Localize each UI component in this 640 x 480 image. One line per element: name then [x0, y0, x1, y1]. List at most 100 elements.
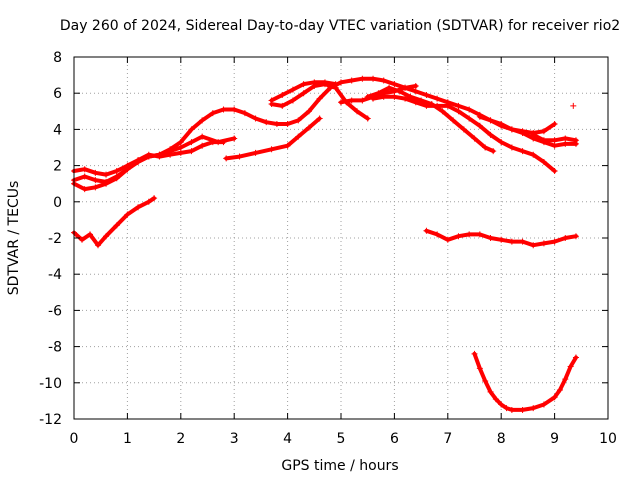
- series-arc-7: [268, 79, 339, 104]
- x-tick-label: 1: [123, 431, 132, 447]
- x-tick-labels: 0 1 2 3 4 5 6 7 8 9 10: [70, 431, 617, 447]
- data-point: [476, 231, 483, 238]
- y-tick-label: -6: [48, 303, 62, 319]
- data-point: [364, 93, 371, 100]
- y-tick-label: 6: [53, 86, 62, 102]
- data-point: [391, 93, 398, 100]
- y-tick-label: -4: [48, 267, 62, 283]
- data-point: [508, 238, 515, 245]
- data-point: [177, 149, 184, 156]
- series-arc-15: [570, 102, 577, 109]
- data-point: [391, 81, 398, 88]
- data-point: [551, 142, 558, 149]
- data-point: [540, 401, 547, 408]
- data-point: [124, 166, 131, 173]
- data-point: [476, 122, 483, 129]
- x-tick-label: 3: [230, 431, 239, 447]
- x-tick-label: 7: [443, 431, 452, 447]
- data-point: [482, 377, 489, 384]
- chart-title: Day 260 of 2024, Sidereal Day-to-day VTE…: [60, 18, 620, 34]
- data-point: [223, 155, 230, 162]
- data-point: [508, 406, 515, 413]
- data-point: [530, 151, 537, 158]
- x-tick-label: 9: [550, 431, 559, 447]
- data-point: [231, 106, 238, 113]
- data-point: [487, 235, 494, 241]
- data-point: [268, 146, 275, 153]
- series-arc-3: [71, 139, 227, 185]
- data-point: [466, 106, 473, 113]
- data-point: [570, 102, 577, 109]
- data-point: [540, 240, 547, 247]
- data-point: [268, 97, 275, 104]
- data-point: [188, 139, 195, 146]
- data-point: [439, 108, 446, 115]
- data-point: [348, 97, 355, 104]
- data-point: [103, 178, 110, 185]
- data-point: [156, 153, 163, 160]
- data-point: [498, 139, 505, 146]
- data-point: [562, 140, 569, 147]
- series-arc-14: [471, 350, 579, 413]
- data-point: [455, 108, 462, 115]
- data-point: [113, 173, 120, 180]
- data-point: [508, 126, 515, 133]
- data-point: [79, 236, 86, 243]
- data-point: [289, 86, 296, 93]
- x-tick-label: 6: [390, 431, 399, 447]
- data-point: [284, 120, 291, 127]
- data-point: [151, 195, 158, 202]
- data-point: [300, 90, 307, 97]
- data-point: [551, 168, 558, 175]
- data-point: [572, 354, 579, 361]
- data-point: [81, 173, 88, 180]
- data-point: [305, 108, 312, 115]
- x-tick-label: 2: [176, 431, 185, 447]
- y-tick-label: -2: [48, 231, 62, 247]
- data-point: [370, 95, 377, 102]
- data-point: [359, 97, 366, 104]
- data-point: [530, 242, 537, 249]
- data-point: [540, 158, 547, 165]
- data-point: [177, 139, 184, 146]
- data-point: [236, 153, 243, 160]
- data-point: [81, 186, 88, 193]
- data-point: [311, 79, 318, 86]
- y-axis-title: SDTVAR / TECUs: [6, 181, 22, 296]
- grid: [74, 57, 608, 419]
- data-point: [380, 77, 387, 84]
- data-point: [87, 231, 94, 238]
- data-point: [503, 405, 510, 412]
- data-point: [540, 128, 547, 135]
- data-point: [370, 75, 377, 82]
- data-point: [460, 126, 467, 133]
- data-point: [455, 233, 462, 240]
- data-point: [92, 184, 99, 191]
- x-axis-title: GPS time / hours: [281, 458, 398, 474]
- data-point: [402, 84, 409, 91]
- data-point: [321, 79, 328, 86]
- data-point: [423, 92, 430, 99]
- y-tick-labels: -12 -10 -8 -6 -4 -2 0 2 4 6 8: [39, 50, 62, 428]
- data-point: [199, 133, 206, 140]
- data-point: [220, 139, 227, 146]
- x-tick-label: 10: [599, 431, 617, 447]
- data-point: [103, 171, 110, 178]
- data-point: [167, 146, 174, 153]
- data-point: [252, 115, 259, 122]
- data-point: [289, 97, 296, 104]
- series-line: [72, 140, 226, 184]
- data-point: [498, 236, 505, 243]
- data-point: [551, 137, 558, 144]
- data-point: [572, 233, 579, 240]
- data-point: [498, 401, 505, 408]
- data-point: [476, 365, 483, 372]
- data-point: [412, 82, 419, 89]
- data-point: [519, 148, 526, 155]
- data-point: [300, 81, 307, 88]
- data-point: [348, 77, 355, 84]
- series-line: [224, 116, 322, 161]
- data-point: [423, 227, 430, 234]
- data-point: [241, 110, 248, 117]
- series-line: [269, 82, 370, 121]
